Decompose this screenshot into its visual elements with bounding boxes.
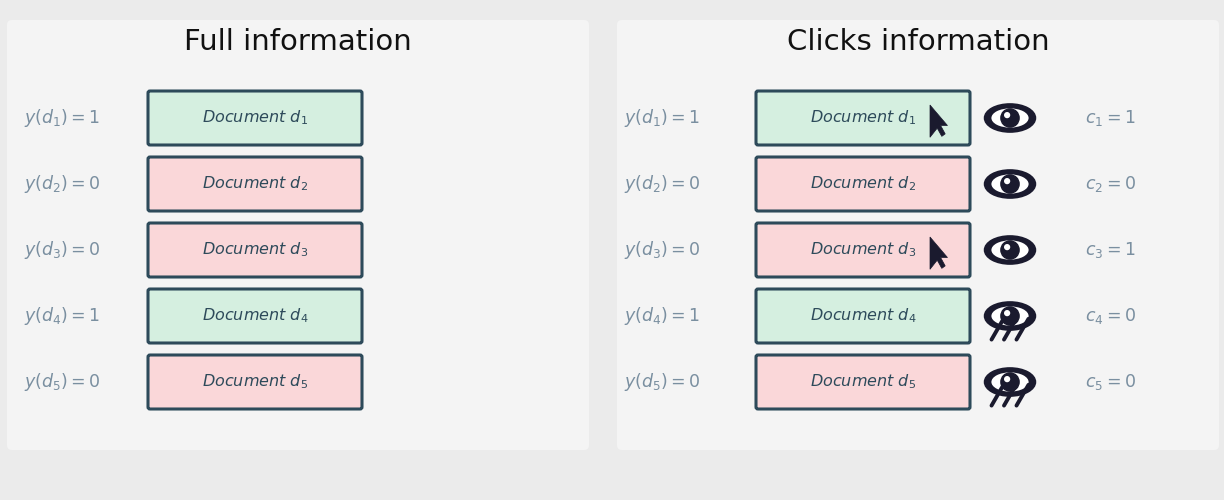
FancyBboxPatch shape [148, 157, 362, 211]
Ellipse shape [991, 306, 1028, 326]
Text: $y(d_{1}) = 1$: $y(d_{1}) = 1$ [24, 107, 100, 129]
Ellipse shape [991, 372, 1028, 392]
Polygon shape [930, 237, 947, 270]
FancyBboxPatch shape [756, 355, 969, 409]
Ellipse shape [991, 240, 1028, 260]
Text: Clicks information: Clicks information [787, 28, 1049, 56]
Circle shape [1001, 109, 1020, 127]
Text: $y(d_{1}) = 1$: $y(d_{1}) = 1$ [624, 107, 700, 129]
Text: $y(d_{2}) = 0$: $y(d_{2}) = 0$ [23, 173, 100, 195]
Text: $c_{1} = 1$: $c_{1} = 1$ [1084, 108, 1135, 128]
Circle shape [1001, 175, 1020, 193]
Ellipse shape [991, 108, 1028, 128]
Text: Document $d_{1}$: Document $d_{1}$ [202, 108, 308, 128]
Ellipse shape [991, 174, 1028, 194]
Text: Document $d_{1}$: Document $d_{1}$ [810, 108, 916, 128]
Text: $y(d_{5}) = 0$: $y(d_{5}) = 0$ [23, 371, 100, 393]
Text: Document $d_{5}$: Document $d_{5}$ [202, 372, 308, 392]
Text: Document $d_{4}$: Document $d_{4}$ [810, 306, 917, 326]
FancyBboxPatch shape [756, 223, 969, 277]
Circle shape [1001, 373, 1020, 391]
FancyBboxPatch shape [148, 91, 362, 145]
Circle shape [1004, 376, 1010, 382]
Circle shape [1004, 244, 1010, 250]
Ellipse shape [985, 236, 1036, 264]
Circle shape [1004, 112, 1010, 118]
Text: $c_{5} = 0$: $c_{5} = 0$ [1084, 372, 1136, 392]
FancyBboxPatch shape [756, 289, 969, 343]
Text: $y(d_{5}) = 0$: $y(d_{5}) = 0$ [623, 371, 700, 393]
Text: Document $d_{3}$: Document $d_{3}$ [810, 240, 916, 260]
Circle shape [1001, 241, 1020, 259]
FancyBboxPatch shape [617, 20, 1219, 450]
Text: $y(d_{2}) = 0$: $y(d_{2}) = 0$ [623, 173, 700, 195]
Text: $y(d_{4}) = 1$: $y(d_{4}) = 1$ [624, 305, 700, 327]
Ellipse shape [985, 104, 1036, 132]
Text: $c_{4} = 0$: $c_{4} = 0$ [1084, 306, 1136, 326]
Text: $y(d_{4}) = 1$: $y(d_{4}) = 1$ [24, 305, 100, 327]
FancyBboxPatch shape [148, 223, 362, 277]
Text: $y(d_{3}) = 0$: $y(d_{3}) = 0$ [623, 239, 700, 261]
Text: Document $d_{4}$: Document $d_{4}$ [202, 306, 308, 326]
Ellipse shape [985, 368, 1036, 396]
FancyBboxPatch shape [756, 157, 969, 211]
Circle shape [1001, 307, 1020, 325]
Text: Full information: Full information [184, 28, 411, 56]
Ellipse shape [985, 302, 1036, 330]
Circle shape [1004, 178, 1010, 184]
Polygon shape [930, 105, 947, 138]
Text: $c_{3} = 1$: $c_{3} = 1$ [1084, 240, 1135, 260]
Text: Document $d_{2}$: Document $d_{2}$ [202, 174, 308, 194]
Text: Document $d_{2}$: Document $d_{2}$ [810, 174, 916, 194]
Ellipse shape [985, 170, 1036, 198]
FancyBboxPatch shape [148, 289, 362, 343]
FancyBboxPatch shape [756, 91, 969, 145]
Text: $c_{2} = 0$: $c_{2} = 0$ [1084, 174, 1136, 194]
FancyBboxPatch shape [148, 355, 362, 409]
Text: $y(d_{3}) = 0$: $y(d_{3}) = 0$ [23, 239, 100, 261]
FancyBboxPatch shape [7, 20, 589, 450]
Text: Document $d_{5}$: Document $d_{5}$ [810, 372, 916, 392]
Circle shape [1004, 310, 1010, 316]
Text: Document $d_{3}$: Document $d_{3}$ [202, 240, 308, 260]
